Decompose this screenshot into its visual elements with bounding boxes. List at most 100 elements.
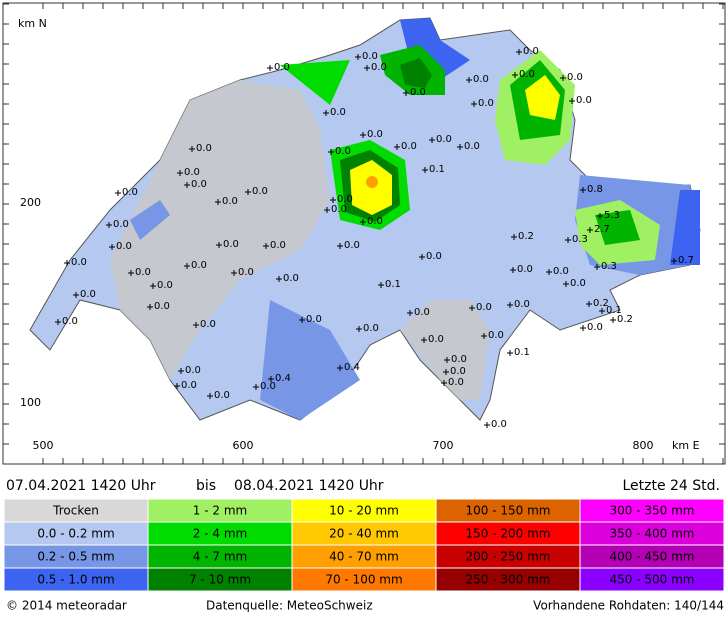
station-value: 0.0 xyxy=(283,273,299,284)
period-from: 07.04.2021 1420 Uhr xyxy=(6,478,156,494)
station-value: 0.0 xyxy=(473,74,489,85)
station-marker xyxy=(276,276,282,282)
legend-swatch xyxy=(579,567,725,592)
station-marker xyxy=(516,49,522,55)
station-marker xyxy=(128,270,134,276)
station-marker xyxy=(443,369,449,375)
station-marker xyxy=(484,422,490,428)
station-marker xyxy=(599,308,605,314)
station-value: 0.0 xyxy=(330,107,346,118)
station-value: 0.0 xyxy=(335,146,351,157)
legend-label: 2 - 4 mm xyxy=(193,527,247,541)
station-value: 0.0 xyxy=(191,260,207,271)
station-marker xyxy=(610,317,616,323)
station-value: 0.0 xyxy=(476,302,492,313)
station-value: 0.0 xyxy=(80,289,96,300)
rain-area xyxy=(280,60,350,105)
station-value: 0.0 xyxy=(238,267,254,278)
station-value: 0.4 xyxy=(275,373,291,384)
station-marker xyxy=(216,242,222,248)
station-value: 0.7 xyxy=(678,255,694,266)
legend-label: 0.5 - 1.0 mm xyxy=(37,573,114,587)
station-value: 0.1 xyxy=(514,347,530,358)
legend-label: 70 - 100 mm xyxy=(325,573,402,587)
station-marker xyxy=(444,357,450,363)
station-value: 0.0 xyxy=(363,323,379,334)
legend: Trocken 0.0 - 0.2 mm 0.2 - 0.5 mm 0.5 - 1.0… xyxy=(3,498,725,592)
station-value: 0.2 xyxy=(617,314,633,325)
source: Datenquelle: MeteoSchweiz xyxy=(206,599,373,613)
station-marker xyxy=(323,110,329,116)
legend-label: 450 - 500 mm xyxy=(610,573,695,587)
station-marker xyxy=(481,333,487,339)
station-marker xyxy=(511,234,517,240)
station-value: 0.0 xyxy=(401,141,417,152)
station-value: 0.0 xyxy=(367,129,383,140)
station-value: 0.8 xyxy=(587,184,603,195)
station-marker xyxy=(507,350,513,356)
station-value: 0.0 xyxy=(517,264,533,275)
station-value: 0.0 xyxy=(367,216,383,227)
station-value: 0.0 xyxy=(113,219,129,230)
station-value: 0.0 xyxy=(191,179,207,190)
station-value: 0.0 xyxy=(553,266,569,277)
station-marker xyxy=(422,167,428,173)
station-value: 0.1 xyxy=(606,305,622,316)
station-marker xyxy=(55,319,61,325)
station-value: 0.0 xyxy=(371,62,387,73)
station-value: 0.0 xyxy=(181,380,197,391)
legend-label: 150 - 200 mm xyxy=(466,527,551,541)
legend-label: 4 - 7 mm xyxy=(193,550,247,564)
station-marker xyxy=(569,98,575,104)
station-marker xyxy=(106,222,112,228)
station-value: 0.0 xyxy=(116,241,132,252)
station-value: 0.0 xyxy=(414,307,430,318)
station-value: 0.0 xyxy=(478,98,494,109)
station-value: 0.0 xyxy=(184,167,200,178)
station-marker xyxy=(73,292,79,298)
station-marker xyxy=(565,237,571,243)
relief xyxy=(400,300,490,400)
station-value: 0.0 xyxy=(135,267,151,278)
station-marker xyxy=(510,267,516,273)
station-value: 0.0 xyxy=(157,280,173,291)
station-value: 0.0 xyxy=(196,143,212,154)
station-value: 0.0 xyxy=(362,51,378,62)
legend-label: 10 - 20 mm xyxy=(329,504,399,518)
station-value: 0.0 xyxy=(428,334,444,345)
station-value: 0.0 xyxy=(448,377,464,388)
station-marker xyxy=(115,190,121,196)
station-marker xyxy=(263,243,269,249)
station-value: 0.0 xyxy=(306,314,322,325)
station-value: 0.0 xyxy=(410,87,426,98)
rain-area xyxy=(595,210,640,245)
station-marker xyxy=(231,270,237,276)
station-value: 0.4 xyxy=(344,362,360,373)
station-value: 0.0 xyxy=(252,186,268,197)
station-value: 0.0 xyxy=(337,194,353,205)
station-value: 0.2 xyxy=(518,231,534,242)
station-marker xyxy=(469,305,475,311)
station-marker xyxy=(563,281,569,287)
station-value: 0.0 xyxy=(260,381,276,392)
station-value: 0.0 xyxy=(214,390,230,401)
station-marker xyxy=(586,301,592,307)
legend-label: 100 - 150 mm xyxy=(466,504,551,518)
station-marker xyxy=(457,144,463,150)
east-tick-label: 500 xyxy=(33,439,54,452)
station-value: 0.0 xyxy=(587,322,603,333)
station-marker xyxy=(328,149,334,155)
station-marker xyxy=(215,199,221,205)
station-value: 0.0 xyxy=(491,419,507,430)
station-marker xyxy=(394,144,400,150)
station-value: 0.0 xyxy=(223,239,239,250)
rain-area xyxy=(525,75,560,120)
east-tick-label: 800 xyxy=(633,439,654,452)
station-marker xyxy=(441,380,447,386)
legend-label: 400 - 450 mm xyxy=(610,550,695,564)
station-value: 0.0 xyxy=(344,240,360,251)
station-value: 0.0 xyxy=(436,134,452,145)
map-ticks: 200 100 500 600 700 800 xyxy=(3,3,725,464)
station-value: 0.0 xyxy=(331,204,347,215)
